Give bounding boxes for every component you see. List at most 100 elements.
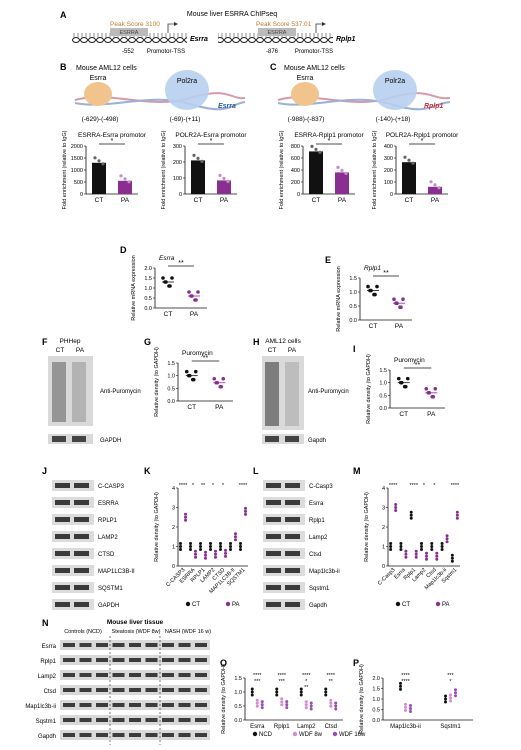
chart-o-legend-label: NCD (259, 732, 273, 738)
chart-o-point-wdf-16w (334, 701, 338, 705)
chart-i-sig: ** (415, 362, 421, 369)
blot-l-band-pa (285, 602, 300, 607)
blot-n-band (96, 733, 108, 737)
chart-o-legend-marker (332, 731, 338, 737)
chart-m-point-ct (389, 548, 393, 551)
blot-n-band (112, 643, 125, 647)
blot-n-band (162, 688, 174, 692)
chart-g-point (212, 376, 217, 381)
chart-p-point-wdf-16w (409, 709, 412, 713)
chart-k-point-pa (214, 552, 217, 556)
chart-b1-point (119, 174, 123, 178)
chart-k-y-tick-label: 2 (172, 525, 175, 531)
chart-d-point (161, 276, 165, 280)
blot-j-band-pa (74, 500, 89, 505)
chart-m-y-tick-label: 3 (382, 506, 385, 512)
blot-l-membrane-strip (263, 531, 305, 542)
chart-g-point (193, 369, 198, 374)
blot-j-band-pa (74, 602, 89, 607)
chart-c2-bar-ct (402, 162, 416, 194)
chart-k-point-ct (199, 542, 202, 545)
blot-n-band (162, 703, 174, 707)
blot-n-band (79, 658, 92, 662)
chart-e-point (399, 305, 403, 310)
chart-d-point (189, 294, 193, 298)
chart-m-legend-label: CT (402, 602, 410, 608)
blot-n-band (112, 673, 125, 677)
chart-m-point-ct (409, 516, 413, 520)
esrra-protein-icon-c (291, 82, 319, 106)
blot-n-protein-label: Ctsd (44, 689, 56, 695)
chart-o-point-ncd (324, 690, 328, 694)
chart-e-point (366, 284, 370, 289)
blot-n-band (96, 658, 108, 662)
chart-b2-point (218, 173, 222, 177)
chart-g-y-tick-label: 1.0 (167, 374, 175, 380)
chart-o-point-wdf-16w (334, 707, 338, 711)
blot-n-band (162, 733, 174, 737)
blot-n-band (129, 733, 141, 737)
blot-h: AML12 cells CT PA Anti-Puromycin Gapdh (262, 338, 349, 444)
chart-o-point-wdf-16w (285, 703, 289, 707)
site-label-right: ESRRA (268, 30, 287, 36)
chart-m-point-ct (450, 559, 454, 563)
chart-b1-y-tick-label: 1000 (71, 168, 83, 174)
panel-letter-h: H (253, 337, 260, 347)
blot-n-band (112, 733, 125, 737)
chart-o-point-ncd (324, 693, 328, 697)
chart-o-x-label: Esrra (250, 724, 265, 730)
chart-m-point-pa (425, 551, 428, 555)
chart-o-point-wdf-8w (255, 701, 259, 705)
chart-k-point-pa (204, 556, 207, 560)
peak-score-esrra: Peak Score 3100 (110, 21, 160, 28)
blot-l-protein-label: Ctsd (309, 552, 321, 558)
range-2-c: (-140)-(+18) (376, 116, 411, 123)
chart-o-y-tick-label: 0.5 (234, 704, 242, 710)
chart-k-point-ct (189, 545, 192, 548)
blot-j-band-ct (55, 534, 70, 539)
chart-i-y-tick-label: 1.5 (379, 368, 387, 374)
chart-m-point-pa (394, 506, 398, 509)
chart-c2-point (437, 186, 441, 190)
chart-c2-y-tick-label: 100 (384, 180, 393, 186)
position-left: -552 (122, 49, 135, 55)
blot-l-band-pa (285, 517, 300, 522)
blot-n-band (63, 643, 75, 647)
chart-b2-point (196, 156, 200, 160)
blot-l-protein-label: Gapdh (309, 603, 327, 609)
blot-f-band-label: Anti-Puromycin (100, 389, 141, 395)
chart-p-point-wdf-16w (454, 691, 457, 695)
blot-n-band (79, 718, 92, 722)
blot-l-band-pa (285, 551, 300, 556)
tss-label-left: Promotor-TSS (147, 49, 185, 55)
chart-k-point-pa (244, 509, 247, 513)
chart-b2-point (222, 176, 226, 180)
chart-k-point-ct (189, 542, 192, 545)
chart-m-sig: **** (409, 483, 418, 489)
chart-o-y-tick-label: 1.0 (234, 690, 242, 696)
blot-h-control-label: Gapdh (308, 438, 326, 444)
chart-c1-y-tick-label: 200 (291, 180, 300, 186)
blot-l-membrane-strip (263, 565, 305, 576)
polymerase-label-c: Polr2a (385, 78, 405, 85)
chart-e-y-label: Relative mRNA expression (336, 266, 342, 331)
chart-p: 0.0 0.5 1.0 1.5 2.0 Relative density (to GAPD… (359, 664, 473, 734)
blot-n-band (162, 673, 174, 677)
chart-e-y-tick-label: 1.0 (349, 290, 357, 296)
blot-n-band (195, 688, 207, 692)
chart-o-point-wdf-16w (334, 704, 338, 708)
chart-k-point-pa (194, 549, 197, 553)
chart-p-point-wdf-8w (449, 696, 452, 700)
blot-n-band (129, 658, 141, 662)
blot-l-membrane-strip (263, 548, 305, 559)
chart-p-x-label: Sqstm1 (440, 724, 461, 730)
chart-d-y-label: Relative mRNA expression (131, 255, 137, 320)
chart-d-point (168, 284, 172, 288)
chart-e-point (375, 284, 379, 289)
blot-j-band-ct (55, 585, 70, 590)
blot-l-protein-label: Lamp2 (309, 535, 328, 541)
blot-n-band (129, 673, 141, 677)
chart-o-y-tick-label: 1.5 (234, 676, 242, 682)
chart-m-sig: * (423, 483, 426, 489)
